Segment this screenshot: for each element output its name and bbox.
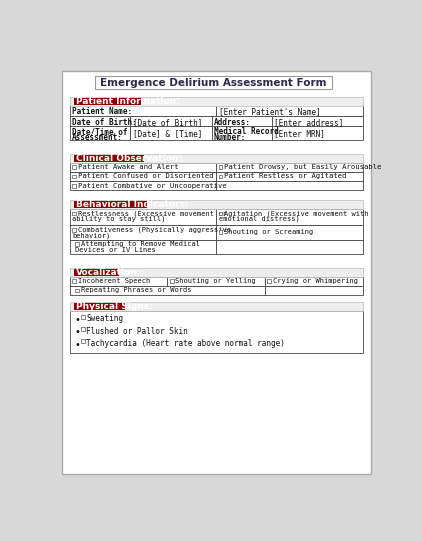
- Text: Patient Restless or Agitated: Patient Restless or Agitated: [224, 174, 346, 180]
- Text: •: •: [74, 315, 80, 325]
- Bar: [70, 154, 363, 163]
- Bar: [216, 163, 363, 172]
- Text: Number:: Number:: [214, 133, 246, 142]
- Text: Incoherent Speech: Incoherent Speech: [78, 278, 150, 284]
- Text: [Date of Birth]: [Date of Birth]: [133, 117, 202, 127]
- Text: Clinical Observation:: Clinical Observation:: [76, 154, 182, 163]
- Text: Sweating: Sweating: [86, 314, 123, 324]
- Bar: [70, 126, 130, 140]
- Text: Attempting to Remove Medical: Attempting to Remove Medical: [81, 241, 200, 247]
- Bar: [219, 175, 222, 179]
- Bar: [72, 279, 76, 283]
- Bar: [72, 166, 76, 169]
- Bar: [216, 172, 363, 181]
- Bar: [81, 339, 84, 344]
- Bar: [211, 126, 272, 140]
- Text: Patient Drowsy, but Easily Arousable: Patient Drowsy, but Easily Arousable: [224, 164, 381, 170]
- Bar: [130, 116, 211, 126]
- Bar: [70, 268, 363, 276]
- Text: Restlessness (Excessive movement or: Restlessness (Excessive movement or: [78, 210, 226, 217]
- Bar: [74, 303, 125, 310]
- Text: Vocalization:: Vocalization:: [76, 268, 141, 277]
- Bar: [81, 315, 84, 319]
- Bar: [70, 286, 265, 295]
- Bar: [219, 230, 222, 234]
- Text: Patient Combative or Uncooperative: Patient Combative or Uncooperative: [78, 183, 226, 189]
- Bar: [70, 181, 216, 190]
- Text: Repeating Phrases or Words: Repeating Phrases or Words: [81, 287, 191, 293]
- Text: Emergence Delirium Assessment Form: Emergence Delirium Assessment Form: [100, 77, 327, 88]
- Text: Behavioral Indicators:: Behavioral Indicators:: [76, 200, 189, 209]
- Bar: [75, 288, 79, 293]
- Bar: [265, 286, 363, 295]
- Text: ability to stay still): ability to stay still): [72, 216, 165, 222]
- Text: Date of Birth:: Date of Birth:: [72, 117, 137, 127]
- Bar: [216, 105, 363, 116]
- Text: •: •: [74, 340, 80, 350]
- Bar: [70, 172, 216, 181]
- Bar: [70, 225, 216, 240]
- Text: behavior): behavior): [72, 232, 111, 239]
- Bar: [70, 276, 168, 286]
- Bar: [95, 76, 332, 89]
- Text: Tachycardia (Heart rate above normal range): Tachycardia (Heart rate above normal ran…: [86, 339, 285, 348]
- Bar: [216, 209, 363, 225]
- Bar: [70, 240, 216, 254]
- Bar: [75, 242, 79, 246]
- Text: Shouting or Screaming: Shouting or Screaming: [224, 229, 313, 235]
- Bar: [265, 276, 363, 286]
- Bar: [74, 201, 147, 208]
- Text: Agitation (Excessive movement with: Agitation (Excessive movement with: [224, 210, 368, 217]
- Bar: [72, 212, 76, 215]
- Text: Address:: Address:: [214, 117, 251, 127]
- Bar: [81, 327, 84, 331]
- Bar: [72, 228, 76, 232]
- Bar: [70, 209, 216, 225]
- Text: emotional distress): emotional distress): [219, 216, 299, 222]
- Bar: [211, 116, 272, 126]
- Bar: [170, 279, 173, 283]
- Bar: [70, 116, 130, 126]
- Text: Patient Name:: Patient Name:: [72, 107, 132, 116]
- Bar: [70, 97, 363, 105]
- Text: Date/Time of: Date/Time of: [72, 127, 127, 136]
- Bar: [168, 276, 265, 286]
- Bar: [219, 212, 222, 215]
- Bar: [70, 311, 363, 353]
- Bar: [272, 126, 363, 140]
- Text: Assessment:: Assessment:: [72, 133, 123, 142]
- Text: Shouting or Yelling: Shouting or Yelling: [175, 278, 256, 284]
- Text: Crying or Whimpering: Crying or Whimpering: [273, 278, 358, 284]
- Text: Patient Awake and Alert: Patient Awake and Alert: [78, 164, 178, 170]
- Bar: [272, 116, 363, 126]
- Text: Patient Information:: Patient Information:: [76, 97, 180, 106]
- Bar: [70, 105, 216, 116]
- Bar: [70, 302, 363, 311]
- Bar: [268, 279, 271, 283]
- Bar: [130, 126, 211, 140]
- Text: [Enter address]: [Enter address]: [274, 117, 344, 127]
- Bar: [74, 98, 141, 105]
- Text: [Enter MRN]: [Enter MRN]: [274, 130, 325, 138]
- Text: Devices or IV Lines: Devices or IV Lines: [75, 247, 156, 253]
- Bar: [216, 225, 363, 240]
- Text: [Date] & [Time]: [Date] & [Time]: [133, 130, 202, 138]
- Bar: [219, 166, 222, 169]
- Text: [Enter Patient's Name]: [Enter Patient's Name]: [219, 107, 320, 116]
- Text: •: •: [74, 327, 80, 338]
- Bar: [72, 184, 76, 188]
- Text: Flushed or Pallor Skin: Flushed or Pallor Skin: [86, 327, 188, 336]
- Bar: [70, 163, 216, 172]
- Bar: [74, 155, 144, 162]
- Text: Medical Record: Medical Record: [214, 127, 279, 136]
- Text: Combativeness (Physically aggressive: Combativeness (Physically aggressive: [78, 227, 230, 233]
- Text: Physical Signs:: Physical Signs:: [76, 302, 153, 311]
- Bar: [74, 269, 119, 276]
- Bar: [70, 200, 363, 209]
- Bar: [72, 175, 76, 179]
- Bar: [216, 240, 363, 254]
- Bar: [216, 181, 363, 190]
- Text: Patient Confused or Disoriented: Patient Confused or Disoriented: [78, 174, 213, 180]
